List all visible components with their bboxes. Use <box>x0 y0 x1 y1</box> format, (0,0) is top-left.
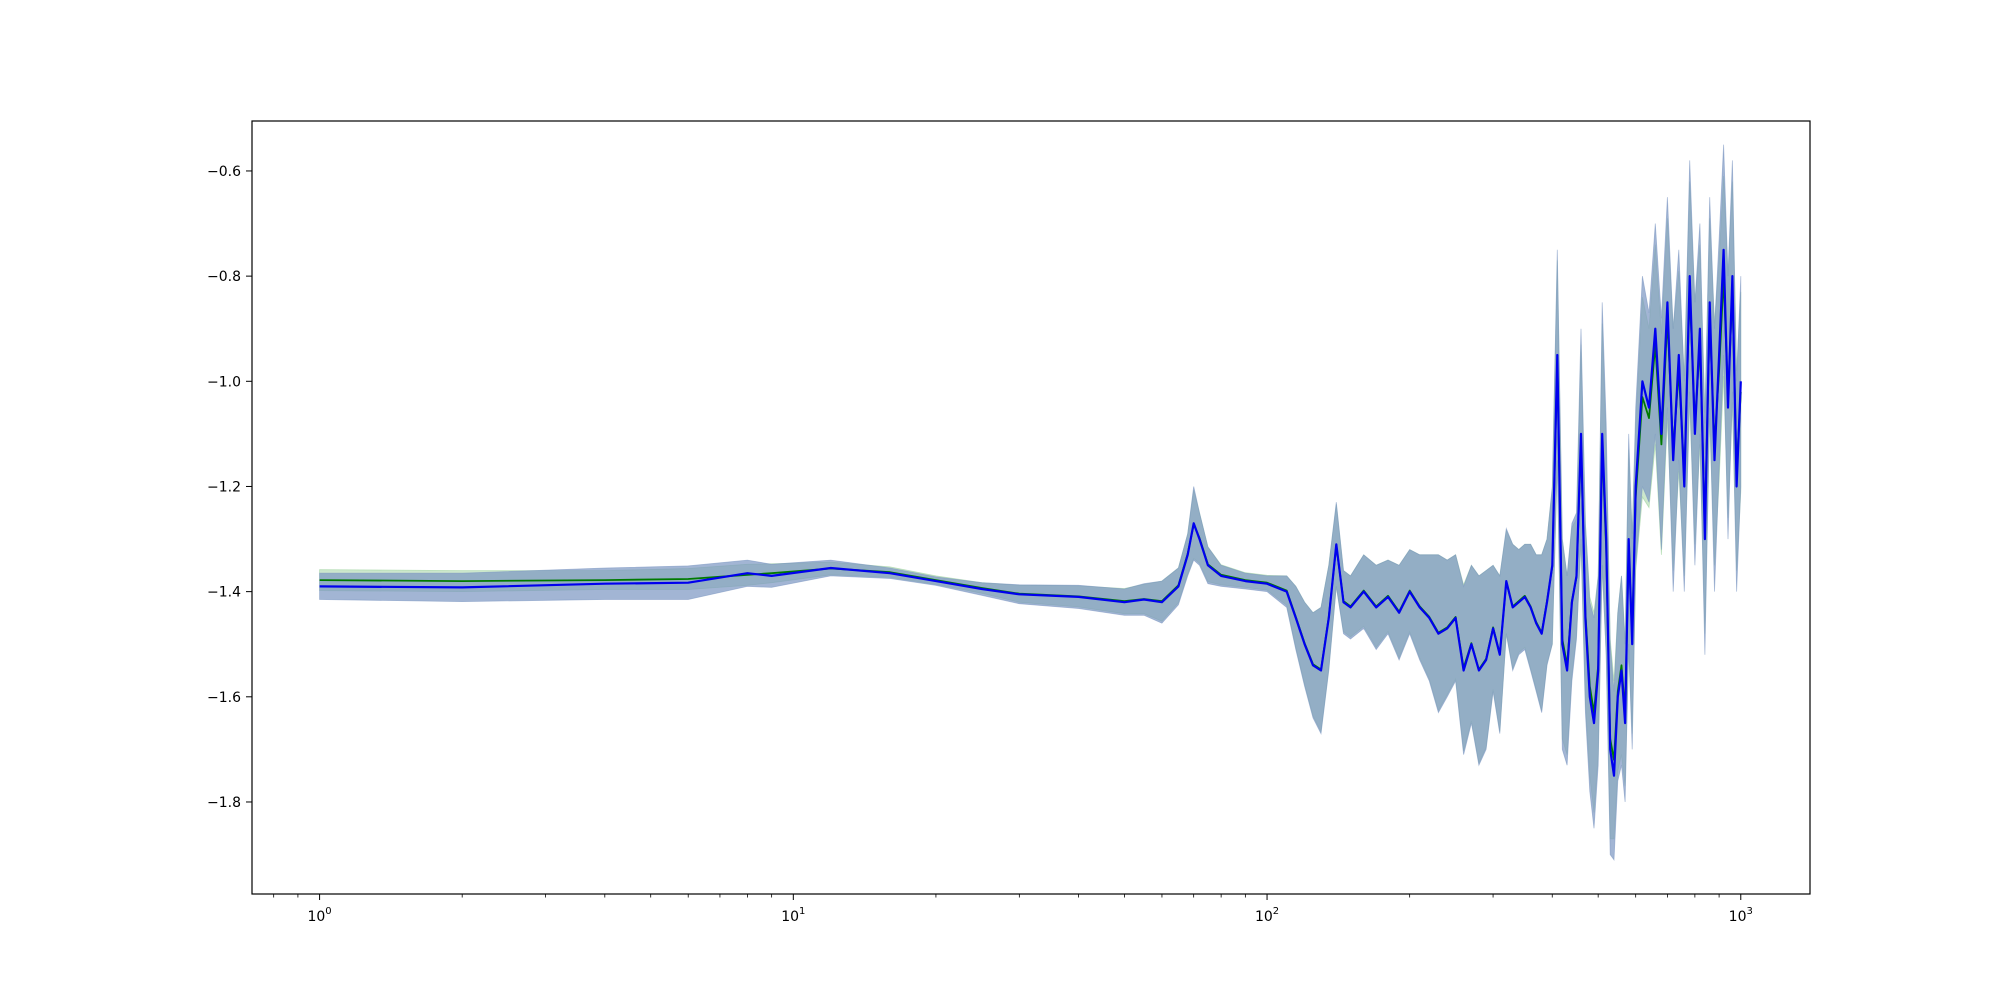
series-0-line <box>319 248 1742 777</box>
x-tick-label: 100 <box>307 906 331 925</box>
plot-frame <box>251 120 1811 895</box>
series-lines <box>319 248 1742 777</box>
x-tick-label: 103 <box>1729 906 1753 925</box>
x-axis: 100 101 102 103 <box>273 894 1753 925</box>
x-tick-label: 101 <box>781 906 805 925</box>
y-tick-label: −1.8 <box>207 795 241 811</box>
y-tick-label: −0.6 <box>207 164 241 180</box>
x-tick-label: 102 <box>1255 906 1279 925</box>
y-tick-label: −0.8 <box>207 269 241 285</box>
y-tick-label: −1.0 <box>207 374 241 390</box>
y-tick-label: −1.2 <box>207 479 241 495</box>
y-tick-label: −1.6 <box>207 690 241 706</box>
y-tick-label: −1.4 <box>207 585 241 601</box>
y-axis: −0.6 −0.8 −1.0 −1.2 −1.4 −1.6 −1.8 <box>207 164 252 811</box>
confidence-bands <box>319 144 1742 861</box>
series-0-band <box>319 144 1742 861</box>
